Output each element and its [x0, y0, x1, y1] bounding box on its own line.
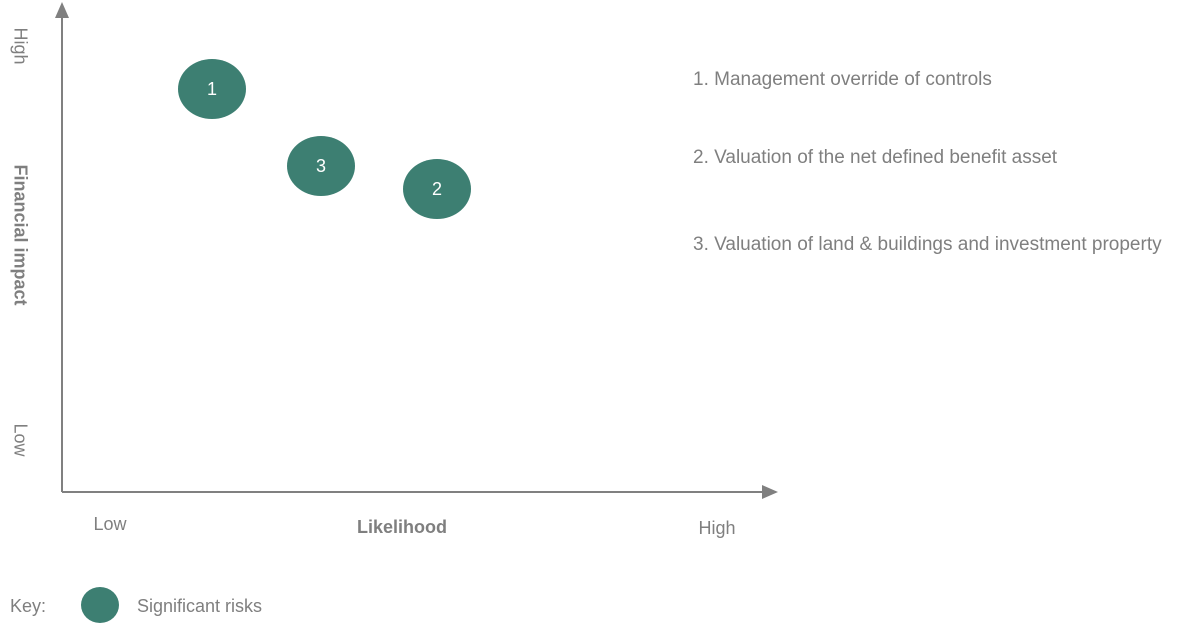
y-axis-low: Low [10, 423, 30, 457]
risk-number: 1 [207, 79, 217, 99]
key-swatch [81, 587, 119, 623]
risk-number: 3 [316, 156, 326, 176]
x-axis-high: High [698, 518, 735, 538]
risk-item: 3. Valuation of land & buildings and inv… [693, 234, 1162, 255]
y-axis-arrow [55, 2, 69, 18]
x-axis-title: Likelihood [357, 517, 447, 537]
x-axis-arrow [762, 485, 778, 499]
risk-bubble [403, 159, 471, 219]
risk-bubble [178, 59, 246, 119]
x-axis-low: Low [93, 514, 127, 534]
key-item: Significant risks [137, 596, 262, 616]
risk-item: 2. Valuation of the net defined benefit … [693, 147, 1058, 168]
risk-bubble [287, 136, 355, 196]
key-label: Key: [10, 596, 46, 616]
risk-number: 2 [432, 179, 442, 199]
y-axis-title: Financial impact [10, 164, 30, 305]
risk-item: 1. Management override of controls [693, 69, 992, 90]
y-axis-high: High [10, 27, 30, 64]
